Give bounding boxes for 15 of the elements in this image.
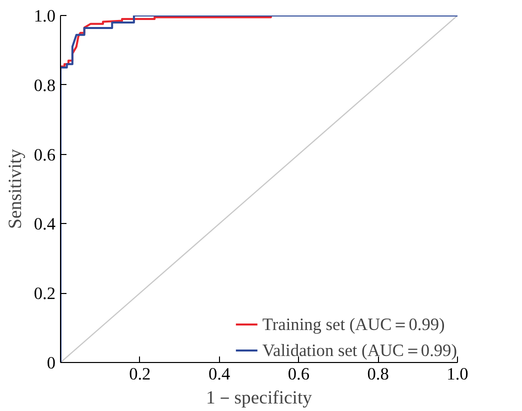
y-tick-label: 0.4 (34, 214, 56, 234)
y-tick-label: 1.0 (34, 6, 56, 26)
y-axis-title: Sensitivity (4, 148, 26, 229)
y-tick-label: 0.8 (34, 76, 56, 95)
x-axis-title: 1－specificity (206, 388, 313, 408)
legend-label: Training set (AUC＝0.99) (262, 314, 445, 336)
x-tick-label: 1.0 (446, 364, 468, 384)
y-tick-label: 0.2 (34, 284, 56, 304)
y-tick-label: 0 (46, 354, 56, 372)
x-tick-label: 0.6 (288, 364, 310, 384)
x-tick-label: 0.2 (129, 364, 151, 384)
x-tick-label: 0.4 (208, 364, 230, 384)
x-tick-label: 0.8 (367, 364, 389, 384)
y-tick-label: 0.6 (34, 145, 56, 164)
legend-label: Validation set (AUC＝0.99) (262, 340, 457, 362)
